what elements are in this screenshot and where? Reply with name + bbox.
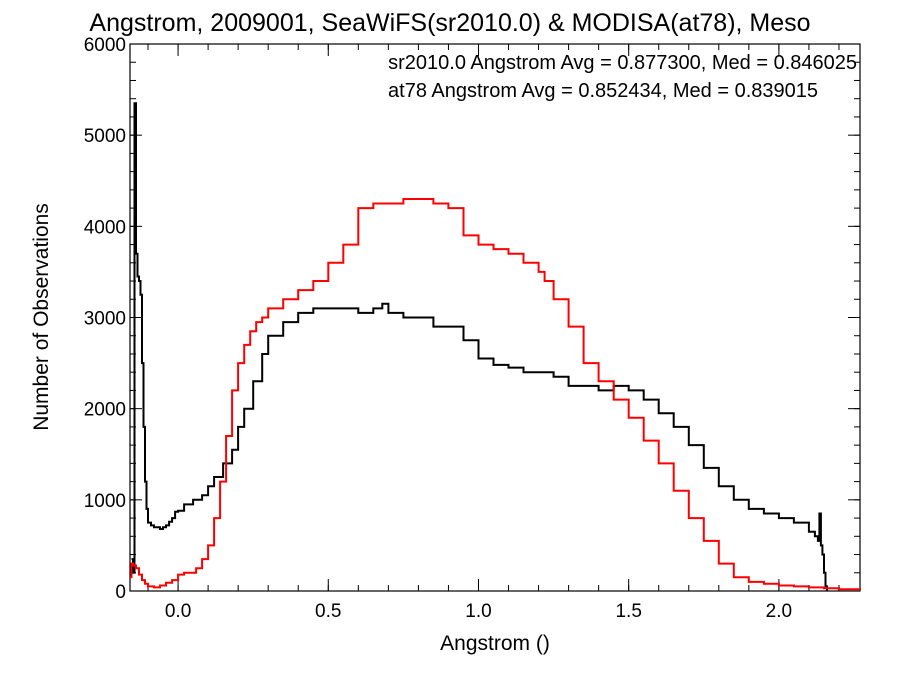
y-tick-label: 3000 (84, 309, 126, 330)
y-tick-labels: 0 1000 2000 3000 4000 5000 6000 (84, 35, 126, 603)
x-tick-label: 1.5 (615, 601, 641, 622)
annotation-sr2010-stats: sr2010.0 Angstrom Avg = 0.877300, Med = … (388, 52, 857, 74)
series-group (130, 102, 861, 591)
chart-title: Angstrom, 2009001, SeaWiFS(sr2010.0) & M… (89, 9, 810, 37)
x-tick-label: 0.5 (315, 601, 341, 622)
annotation-at78-stats: at78 Angstrom Avg = 0.852434, Med = 0.83… (388, 80, 818, 102)
y-axis-label: Number of Observations (30, 203, 53, 431)
series-sr2010-line (131, 102, 828, 591)
y-tick-label: 0 (115, 582, 126, 603)
x-tick-label: 0.0 (165, 601, 191, 622)
y-tick-label: 1000 (84, 491, 126, 512)
y-tick-label: 4000 (84, 217, 126, 238)
x-axis-label: Angstrom () (440, 632, 550, 655)
series-at78-line (130, 198, 861, 591)
x-tick-label: 1.0 (465, 601, 491, 622)
x-tick-labels: 0.0 0.5 1.0 1.5 2.0 (165, 601, 792, 622)
axis-ticks (130, 43, 860, 592)
y-tick-label: 5000 (84, 126, 126, 147)
y-tick-label: 6000 (84, 35, 126, 56)
y-tick-label: 2000 (84, 400, 126, 421)
x-tick-label: 2.0 (766, 601, 792, 622)
